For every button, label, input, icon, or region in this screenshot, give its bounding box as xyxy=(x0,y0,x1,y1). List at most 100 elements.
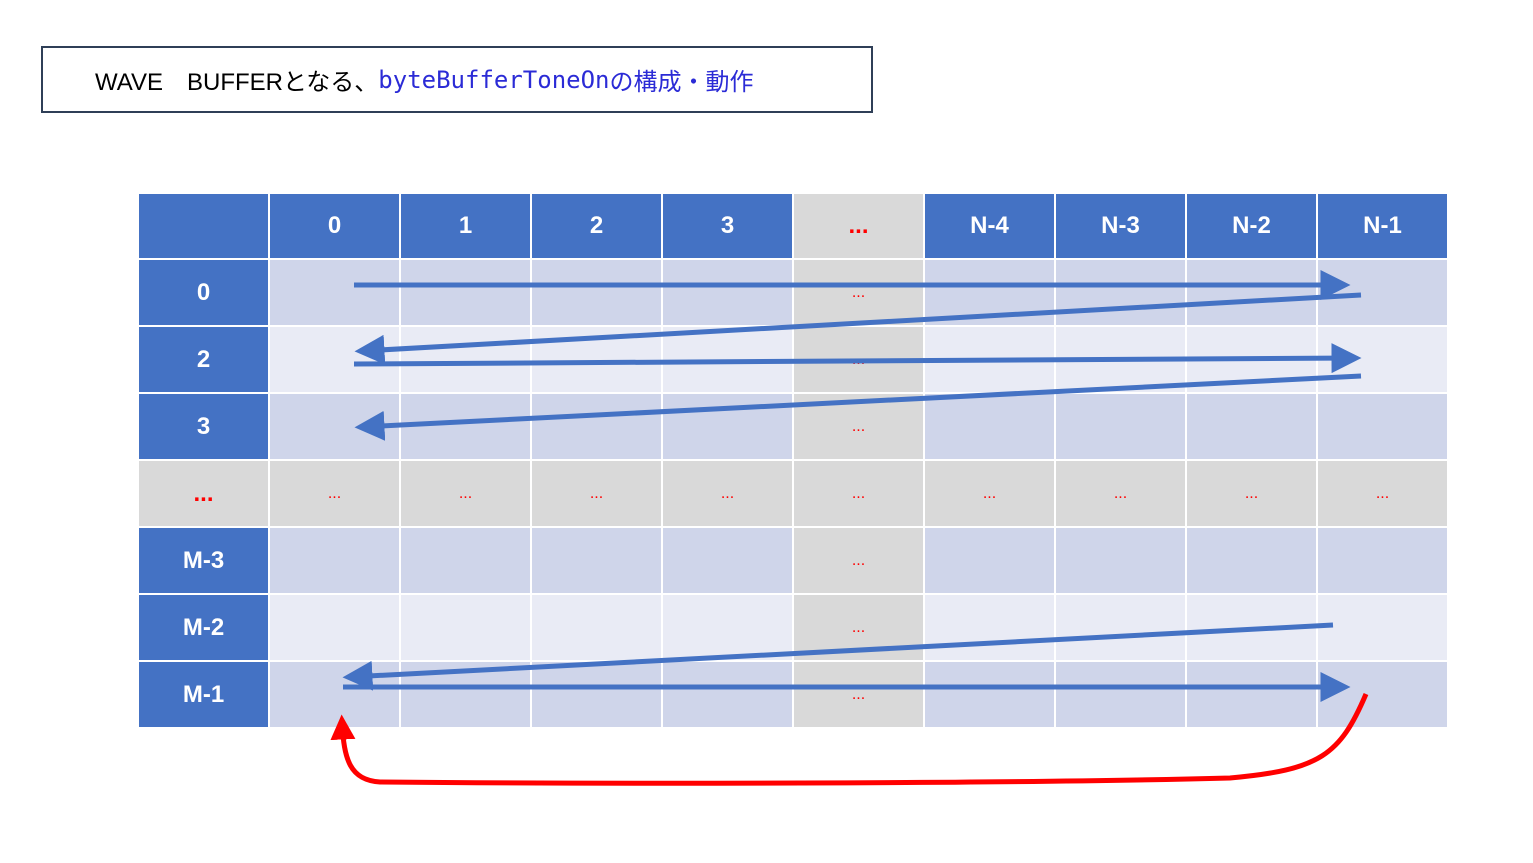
ellipsis-marker: ... xyxy=(1375,484,1390,502)
grid-cell: ... xyxy=(663,461,792,526)
grid-cell xyxy=(663,662,792,727)
grid-cell xyxy=(925,327,1054,392)
grid-cell: ... xyxy=(794,394,923,459)
grid-cell: ... xyxy=(794,260,923,325)
grid-cell xyxy=(401,260,530,325)
grid-cell xyxy=(925,394,1054,459)
grid-cell xyxy=(401,595,530,660)
grid-cell xyxy=(270,260,399,325)
grid-cell: ... xyxy=(794,461,923,526)
column-header: 2 xyxy=(532,194,661,258)
grid-cell xyxy=(1318,528,1447,593)
title-box: WAVE BUFFER となる、 byteBufferToneOn の構成・動作 xyxy=(41,46,873,113)
grid-cell xyxy=(1056,528,1185,593)
grid-cell: ... xyxy=(794,595,923,660)
column-header: N-2 xyxy=(1187,194,1316,258)
title-wave-buffer: WAVE BUFFER xyxy=(95,69,284,96)
ellipsis-marker: ... xyxy=(982,484,997,502)
grid-cell xyxy=(663,327,792,392)
grid-cell xyxy=(1056,260,1185,325)
grid-cell xyxy=(663,595,792,660)
ellipsis-marker: ... xyxy=(720,484,735,502)
grid-cell xyxy=(1187,528,1316,593)
grid-cell xyxy=(270,595,399,660)
grid-cell xyxy=(1318,595,1447,660)
grid-cell xyxy=(532,595,661,660)
ellipsis-marker: ... xyxy=(1244,484,1259,502)
grid-cell xyxy=(1056,662,1185,727)
grid-cell xyxy=(401,662,530,727)
ellipsis-marker: ... xyxy=(851,618,866,636)
grid-cell xyxy=(532,327,661,392)
ellipsis-marker: ... xyxy=(1113,484,1128,502)
grid-cell xyxy=(1318,662,1447,727)
column-header: 0 xyxy=(270,194,399,258)
grid-cell xyxy=(663,394,792,459)
row-header: M-1 xyxy=(139,662,268,727)
ellipsis-marker: ... xyxy=(851,417,866,435)
column-header: ... xyxy=(794,194,923,258)
grid-cell xyxy=(532,528,661,593)
row-header: 3 xyxy=(139,394,268,459)
grid-cell xyxy=(532,394,661,459)
column-header: N-1 xyxy=(1318,194,1447,258)
title-particle: となる、 xyxy=(283,68,379,96)
grid-cell: ... xyxy=(532,461,661,526)
ellipsis-marker: ... xyxy=(851,685,866,703)
grid-cell xyxy=(270,327,399,392)
grid-cell xyxy=(532,662,661,727)
grid-cell xyxy=(925,260,1054,325)
grid-cell xyxy=(925,528,1054,593)
grid-cell xyxy=(1187,394,1316,459)
grid-cell: ... xyxy=(1056,461,1185,526)
column-header: 3 xyxy=(663,194,792,258)
buffer-grid: 0 1 2 3... N-4 N-3 N-2 N-1 0... 2... 3............… xyxy=(139,194,1447,727)
grid-cell: ... xyxy=(794,528,923,593)
grid-cell: ... xyxy=(270,461,399,526)
grid-cell xyxy=(1318,260,1447,325)
grid-cell xyxy=(401,394,530,459)
grid-cell: ... xyxy=(925,461,1054,526)
grid-cell xyxy=(401,528,530,593)
ellipsis-marker: ... xyxy=(851,350,866,368)
row-header: 2 xyxy=(139,327,268,392)
title-identifier: byteBufferToneOn xyxy=(378,65,610,94)
row-header: ... xyxy=(139,461,268,526)
grid-cell xyxy=(1318,394,1447,459)
ellipsis-marker: ... xyxy=(458,484,473,502)
grid-cell xyxy=(1187,595,1316,660)
corner-cell xyxy=(139,194,268,258)
grid-cell xyxy=(663,528,792,593)
ellipsis-marker: ... xyxy=(851,551,866,569)
grid-cell xyxy=(270,662,399,727)
ellipsis-marker: ... xyxy=(851,283,866,301)
column-header: N-3 xyxy=(1056,194,1185,258)
grid-cell xyxy=(925,662,1054,727)
column-header: N-4 xyxy=(925,194,1054,258)
row-header: 0 xyxy=(139,260,268,325)
grid-cell xyxy=(532,260,661,325)
row-header: M-2 xyxy=(139,595,268,660)
grid-cell xyxy=(1056,595,1185,660)
grid-cell xyxy=(1187,662,1316,727)
grid-cell xyxy=(1187,260,1316,325)
grid-cell: ... xyxy=(1187,461,1316,526)
ellipsis-marker: ... xyxy=(327,484,342,502)
grid-cell xyxy=(270,394,399,459)
grid-cell xyxy=(1318,327,1447,392)
grid-cell: ... xyxy=(794,327,923,392)
grid-cell xyxy=(1056,327,1185,392)
grid-cell xyxy=(401,327,530,392)
title-suffix: の構成・動作 xyxy=(609,68,754,96)
grid-cell: ... xyxy=(1318,461,1447,526)
ellipsis-marker: ... xyxy=(589,484,604,502)
grid-cell: ... xyxy=(401,461,530,526)
column-header: 1 xyxy=(401,194,530,258)
grid-cell xyxy=(1056,394,1185,459)
grid-cell xyxy=(270,528,399,593)
ellipsis-marker: ... xyxy=(851,484,866,502)
grid-cell: ... xyxy=(794,662,923,727)
grid-cell xyxy=(925,595,1054,660)
grid-cell xyxy=(1187,327,1316,392)
row-header: M-3 xyxy=(139,528,268,593)
